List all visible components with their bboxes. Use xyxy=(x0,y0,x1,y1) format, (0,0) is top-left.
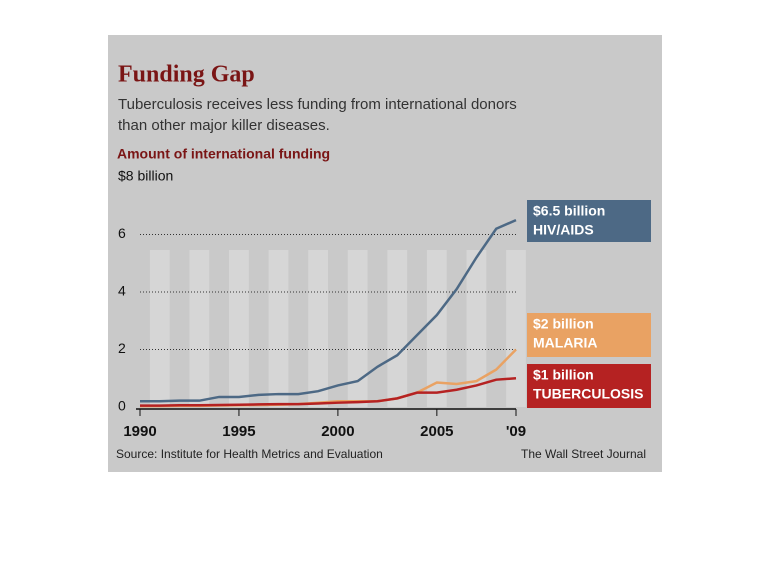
source: Source: Institute for Health Metrics and… xyxy=(116,447,383,461)
legend-label: TUBERCULOSIS xyxy=(533,386,643,402)
stripe xyxy=(229,250,249,407)
y-tick-label: 2 xyxy=(118,340,126,356)
legend-box xyxy=(527,200,651,242)
legend-label: MALARIA xyxy=(533,335,598,351)
stripe xyxy=(466,250,487,407)
credit: The Wall Street Journal xyxy=(521,447,646,461)
subtitle: Tuberculosis receives less funding from … xyxy=(118,96,517,113)
y-tick-label: 4 xyxy=(118,283,126,299)
x-tick-label: 2000 xyxy=(321,423,354,440)
stripe xyxy=(426,250,447,407)
stripe xyxy=(268,250,289,407)
value-label: $6.5 billion xyxy=(533,203,605,219)
legend-box xyxy=(527,313,651,357)
legend-label: HIV/AIDS xyxy=(533,222,594,238)
x-tick-label: 1995 xyxy=(222,423,255,440)
stripe xyxy=(387,250,408,407)
legend-box xyxy=(527,364,651,408)
stripe xyxy=(347,250,368,407)
value-label: $2 billion xyxy=(533,316,594,332)
line xyxy=(140,218,517,403)
x-tick-label: 1990 xyxy=(123,423,156,440)
line xyxy=(140,377,517,407)
chart-title: Funding Gap xyxy=(118,62,255,88)
axis-label: Amount of international funding xyxy=(117,146,330,162)
stripe xyxy=(149,250,170,407)
subtitle: than other major killer diseases. xyxy=(118,117,330,134)
x-tick-label: 2005 xyxy=(420,423,453,440)
y-tick-label: 6 xyxy=(118,225,126,241)
stripe xyxy=(506,250,526,407)
value-label: $1 billion xyxy=(533,367,594,383)
stripe xyxy=(189,250,210,407)
y-tick-label: 0 xyxy=(118,398,126,414)
x-tick-label: '09 xyxy=(506,423,526,440)
y-tick-label: $8 billion xyxy=(118,168,173,184)
stripe xyxy=(308,250,328,407)
